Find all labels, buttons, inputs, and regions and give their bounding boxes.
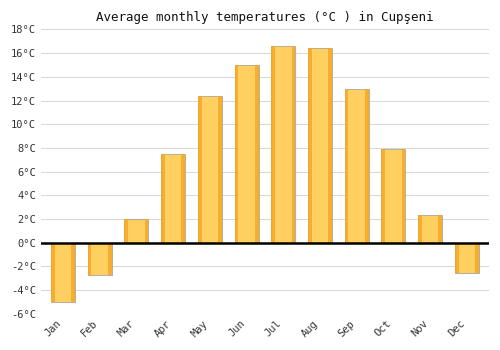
Bar	[88, 243, 112, 275]
Bar	[345, 89, 348, 243]
Bar	[198, 96, 222, 243]
Bar	[345, 89, 368, 243]
Bar	[418, 215, 442, 243]
Bar	[402, 149, 406, 243]
Bar	[51, 243, 54, 302]
Bar	[234, 65, 238, 243]
Bar	[418, 215, 422, 243]
Bar	[255, 65, 258, 243]
Bar	[161, 154, 165, 243]
Bar	[124, 219, 128, 243]
Bar	[161, 154, 185, 243]
Bar	[475, 243, 479, 273]
Bar	[145, 219, 148, 243]
Bar	[382, 149, 406, 243]
Bar	[455, 243, 479, 273]
Bar	[124, 219, 148, 243]
Bar	[234, 65, 258, 243]
Bar	[51, 243, 75, 302]
Bar	[108, 243, 112, 275]
Bar	[198, 96, 202, 243]
Bar	[272, 46, 295, 243]
Bar	[218, 96, 222, 243]
Bar	[455, 243, 458, 273]
Bar	[365, 89, 368, 243]
Bar	[328, 48, 332, 243]
Bar	[308, 48, 312, 243]
Bar	[182, 154, 185, 243]
Bar	[308, 48, 332, 243]
Bar	[272, 46, 275, 243]
Bar	[382, 149, 385, 243]
Title: Average monthly temperatures (°C ) in Cupşeni: Average monthly temperatures (°C ) in Cu…	[96, 11, 434, 24]
Bar	[88, 243, 92, 275]
Bar	[292, 46, 295, 243]
Bar	[438, 215, 442, 243]
Bar	[72, 243, 75, 302]
